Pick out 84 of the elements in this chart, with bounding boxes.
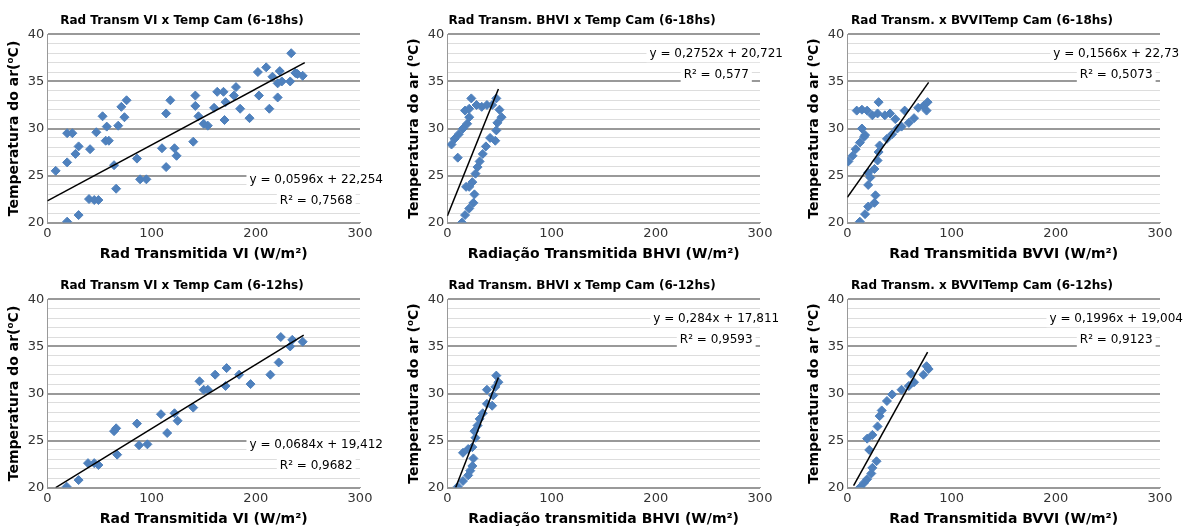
y-axis-title: Temperatura do ar(⁰C) <box>5 40 22 217</box>
x-axis-title: Radiação Transmitida BHVI (W/m²) <box>467 245 740 262</box>
y-tick-label: 35 <box>427 337 445 353</box>
x-tick-label: 0 <box>443 489 452 505</box>
y-axis-title: Temperatura do ar (⁰C) <box>805 38 822 219</box>
x-tick-label: 200 <box>1043 224 1069 240</box>
y-tick-label: 30 <box>427 119 445 135</box>
x-tick-label: 0 <box>43 489 52 505</box>
y-tick-label: 40 <box>427 290 445 306</box>
x-tick-label: 300 <box>1147 489 1173 505</box>
annotation: R² = 0,9123 <box>1079 331 1153 346</box>
y-tick-label: 25 <box>427 431 445 447</box>
y-tick-label: 20 <box>27 478 45 494</box>
x-tick-label: 300 <box>347 224 373 240</box>
y-tick-label: 30 <box>827 384 845 400</box>
annotation: R² = 0,5073 <box>1079 66 1153 81</box>
x-tick-label: 100 <box>139 224 164 240</box>
y-tick-label: 20 <box>827 478 845 494</box>
y-tick-label: 25 <box>827 166 845 182</box>
annotation: y = 0,0684x + 19,412 <box>249 437 383 452</box>
x-tick-label: 100 <box>939 224 964 240</box>
y-tick-label: 20 <box>427 478 445 494</box>
x-tick-label: 0 <box>843 489 852 505</box>
annotation: R² = 0,7568 <box>279 193 353 208</box>
x-tick-label: 300 <box>347 489 373 505</box>
x-tick-label: 0 <box>843 224 852 240</box>
y-tick-label: 40 <box>827 25 845 41</box>
chart-title: Rad Transm. x BVVITemp Cam (6-18hs) <box>851 13 1113 28</box>
y-tick-label: 35 <box>827 337 845 353</box>
x-axis-title: Rad Transmitida VI (W/m²) <box>99 245 308 262</box>
y-tick-label: 25 <box>827 431 845 447</box>
x-tick-label: 200 <box>243 489 269 505</box>
x-axis-title: Rad Transmitida VI (W/m²) <box>99 510 308 527</box>
x-tick-label: 300 <box>747 224 773 240</box>
x-axis-title: Rad Transmitida BVVI (W/m²) <box>889 245 1119 262</box>
y-tick-label: 35 <box>27 337 45 353</box>
x-tick-label: 300 <box>747 489 773 505</box>
x-tick-label: 200 <box>643 224 669 240</box>
annotation: R² = 0,9682 <box>279 458 353 473</box>
y-tick-label: 20 <box>27 213 45 229</box>
y-axis-title: Temperatura do ar(⁰C) <box>5 305 22 482</box>
chart-title: Rad Transm. BHVI x Temp Cam (6-18hs) <box>448 13 716 28</box>
annotation: y = 0,2752x + 20,721 <box>649 46 783 61</box>
annotation: R² = 0,9593 <box>679 331 753 346</box>
y-tick-label: 40 <box>427 25 445 41</box>
x-tick-label: 300 <box>1147 224 1173 240</box>
y-tick-label: 25 <box>27 431 45 447</box>
x-tick-label: 100 <box>539 489 564 505</box>
y-axis-title: Temperatura do ar (⁰C) <box>805 303 822 484</box>
y-tick-label: 40 <box>27 290 45 306</box>
y-tick-label: 20 <box>827 213 845 229</box>
y-axis-title: Temperatura do ar (⁰C) <box>405 38 422 219</box>
chart-title: Rad Transm VI x Temp Cam (6-12hs) <box>60 278 304 293</box>
x-tick-label: 200 <box>243 224 269 240</box>
y-tick-label: 30 <box>27 119 45 135</box>
annotation: y = 0,0596x + 22,254 <box>249 172 383 187</box>
y-tick-label: 20 <box>427 213 445 229</box>
x-tick-label: 200 <box>1043 489 1069 505</box>
y-tick-label: 40 <box>827 290 845 306</box>
y-tick-label: 35 <box>427 72 445 88</box>
y-tick-label: 30 <box>827 119 845 135</box>
y-tick-label: 30 <box>427 384 445 400</box>
y-tick-label: 35 <box>27 72 45 88</box>
x-axis-title: Rad Transmitida BVVI (W/m²) <box>889 510 1119 527</box>
chart-title: Rad Transm VI x Temp Cam (6-18hs) <box>60 13 304 28</box>
annotation: y = 0,284x + 17,811 <box>653 311 780 326</box>
annotation: y = 0,1566x + 22,73 <box>1053 46 1180 61</box>
x-axis-title: Radiação transmitida BHVI (W/m²) <box>468 510 740 527</box>
x-tick-label: 0 <box>43 224 52 240</box>
x-tick-label: 0 <box>443 224 452 240</box>
y-axis-title: Temperatura do ar (⁰C) <box>405 303 422 484</box>
y-tick-label: 40 <box>27 25 45 41</box>
x-tick-label: 200 <box>643 489 669 505</box>
x-tick-label: 100 <box>539 224 564 240</box>
annotation: R² = 0,577 <box>683 66 749 81</box>
chart-title: Rad Transm. x BVVITemp Cam (6-12hs) <box>851 278 1113 293</box>
x-tick-label: 100 <box>139 489 164 505</box>
annotation: y = 0,1996x + 19,004 <box>1049 311 1183 326</box>
y-tick-label: 25 <box>27 166 45 182</box>
chart-title: Rad Transm. BHVI x Temp Cam (6-12hs) <box>448 278 716 293</box>
y-tick-label: 25 <box>427 166 445 182</box>
x-tick-label: 100 <box>939 489 964 505</box>
y-tick-label: 35 <box>827 72 845 88</box>
y-tick-label: 30 <box>27 384 45 400</box>
